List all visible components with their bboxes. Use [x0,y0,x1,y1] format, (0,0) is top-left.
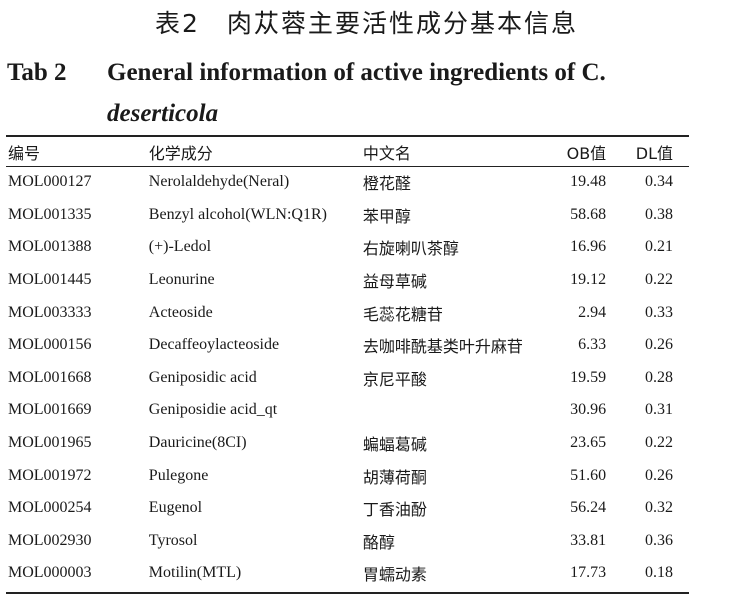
cell-id: MOL001965 [8,434,92,452]
cell-ob: 17.73 [570,564,607,582]
table-row: MOL001668 Geniposidic acid 京尼平酸 19.59 0.28 [6,362,689,395]
cell-chinese-name [363,394,541,427]
table-row: MOL001669 Geniposidie acid_qt 30.96 0.31 [6,394,689,427]
cell-compound: (+)-Ledol [148,238,212,256]
cell-ob: 19.48 [570,173,607,191]
table-row: MOL000003 Motilin(MTL) 胃蠕动素 17.73 0.18 [6,557,689,590]
cell-ob: 19.12 [570,271,607,289]
table-label: Tab 2 [7,59,67,86]
header-chinese-name: 中文名 [362,143,411,163]
table-row: MOL001388 (+)-Ledol 右旋喇叭茶醇 16.96 0.21 [6,231,689,264]
cell-chinese-name: 橙花醛 [362,174,411,194]
cell-ob: 23.65 [570,434,607,452]
cell-chinese-name: 右旋喇叭茶醇 [362,239,459,259]
table-top-rule [6,135,689,137]
cell-ob: 56.24 [570,499,607,517]
table-title-chinese: 表2 肉苁蓉主要活性成分基本信息 [155,9,578,38]
cell-id: MOL001668 [8,368,92,386]
cell-compound: Benzyl alcohol(WLN:Q1R) [148,205,327,223]
cell-dl: 0.22 [645,434,673,452]
table-row: MOL001965 Dauricine(8CI) 蝙蝠葛碱 23.65 0.22 [6,427,689,460]
cell-ob: 51.60 [570,466,607,484]
cell-compound: Geniposidic acid [148,368,257,386]
cell-chinese-name: 毛蕊花糖苷 [362,304,443,324]
cell-compound: Geniposidie acid_qt [148,401,278,419]
cell-ob: 30.96 [570,401,607,419]
cell-dl: 0.18 [645,564,673,582]
cell-chinese-name: 去咖啡酰基类叶升麻苷 [362,337,523,357]
cell-ob: 16.96 [570,238,607,256]
cell-chinese-name: 蝙蝠葛碱 [362,435,427,455]
table-title-english-text: General information of active ingredient… [107,59,606,86]
cell-ob: 33.81 [570,531,607,549]
cell-dl: 0.26 [645,336,673,354]
cell-ob: 2.94 [578,303,607,321]
cell-dl: 0.38 [645,205,673,223]
header-id: 编号 [8,143,41,163]
cell-id: MOL001388 [8,238,92,256]
cell-compound: Dauricine(8CI) [148,434,247,452]
cell-chinese-name: 丁香油酚 [362,500,427,520]
table-row: MOL000156 Decaffeoylacteoside 去咖啡酰基类叶升麻苷 6.… [6,329,689,362]
cell-compound: Decaffeoylacteoside [148,336,280,354]
cell-id: MOL000003 [8,564,92,582]
cell-id: MOL003333 [8,303,92,321]
cell-chinese-name: 益母草碱 [362,272,427,292]
cell-compound: Acteoside [148,303,213,321]
cell-compound: Motilin(MTL) [148,564,242,582]
cell-id: MOL000127 [8,173,92,191]
cell-id: MOL001972 [8,466,92,484]
cell-id: MOL001669 [8,401,92,419]
table-title-english-line2: deserticola [7,93,707,134]
header-dl: DL值 [635,143,673,163]
header-compound: 化学成分 [148,143,213,163]
cell-compound: Pulegone [148,466,209,484]
cell-dl: 0.28 [645,368,673,386]
cell-chinese-name: 胡薄荷酮 [362,467,427,487]
cell-dl: 0.31 [645,401,673,419]
table-body: MOL000127 Nerolaldehyde(Neral) 橙花醛 19.48 0.3… [6,166,689,590]
cell-chinese-name: 苯甲醇 [362,206,411,226]
cell-dl: 0.36 [645,531,673,549]
cell-compound: Leonurine [148,271,215,289]
cell-compound: Nerolaldehyde(Neral) [148,173,290,191]
cell-ob: 6.33 [578,336,607,354]
ingredients-table: 编号 化学成分 中文名 OB值 DL值 MOL000127 Nerolaldehy… [6,137,689,590]
cell-chinese-name: 胃蠕动素 [362,565,427,585]
table-bottom-rule [6,592,689,594]
cell-compound: Tyrosol [148,531,198,549]
table-row: MOL001335 Benzyl alcohol(WLN:Q1R) 苯甲醇 58.68… [6,199,689,232]
cell-chinese-name: 京尼平酸 [362,369,427,389]
cell-ob: 58.68 [570,205,607,223]
cell-dl: 0.32 [645,499,673,517]
table-row: MOL001972 Pulegone 胡薄荷酮 51.60 0.26 [6,459,689,492]
cell-dl: 0.22 [645,271,673,289]
table-row: MOL003333 Acteoside 毛蕊花糖苷 2.94 0.33 [6,296,689,329]
table-row: MOL000254 Eugenol 丁香油酚 56.24 0.32 [6,492,689,525]
table-header: 编号 化学成分 中文名 OB值 DL值 [6,137,689,166]
species-name-italic: deserticola [107,100,219,127]
cell-id: MOL000254 [8,499,92,517]
cell-dl: 0.21 [645,238,673,256]
table-row: MOL000127 Nerolaldehyde(Neral) 橙花醛 19.48 0.3… [6,166,689,199]
table-title-english-line1: Tab 2 General information of active ingre… [7,52,707,93]
cell-id: MOL001445 [8,271,92,289]
cell-compound: Eugenol [148,499,203,517]
cell-id: MOL002930 [8,531,92,549]
cell-dl: 0.33 [645,303,673,321]
cell-dl: 0.26 [645,466,673,484]
header-ob: OB值 [566,143,607,163]
header-row: 编号 化学成分 中文名 OB值 DL值 [6,137,689,166]
cell-id: MOL001335 [8,205,92,223]
table-row: MOL002930 Tyrosol 酪醇 33.81 0.36 [6,525,689,558]
cell-id: MOL000156 [8,336,92,354]
table-title-english: Tab 2 General information of active ingre… [7,52,707,134]
table-header-rule [6,166,689,167]
table-row: MOL001445 Leonurine 益母草碱 19.12 0.22 [6,264,689,297]
cell-dl: 0.34 [645,173,673,191]
cell-ob: 19.59 [570,368,607,386]
cell-chinese-name: 酪醇 [362,532,395,552]
